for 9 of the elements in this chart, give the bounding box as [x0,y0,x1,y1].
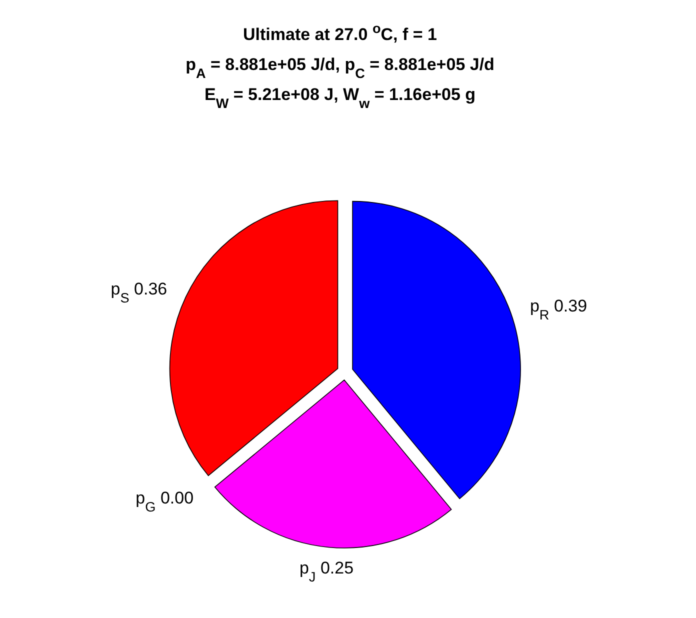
slice-label: p$_{J}$ [299,558,316,584]
data-label: 0.36 [129,279,168,298]
category-label: p$_{G}$ [136,488,156,514]
chart-title: Ultimate at 27.0 $^{o}$C, f = 1 p$_{A}$ = 8.881e+05 J/d, p$_{C}$ = 8.881e+05 J/d E$_{W}$ = 5.21e+08 J, W$_{w}$ = 1.16e+05 g [186,20,494,110]
slice-label: p$_{R}$ [530,296,550,322]
text: 0.00 [160,488,194,508]
slice-label: p$_{S}$ [110,279,130,305]
data-label: 0.39 [549,296,588,316]
data-label: 0.25 [316,558,354,578]
